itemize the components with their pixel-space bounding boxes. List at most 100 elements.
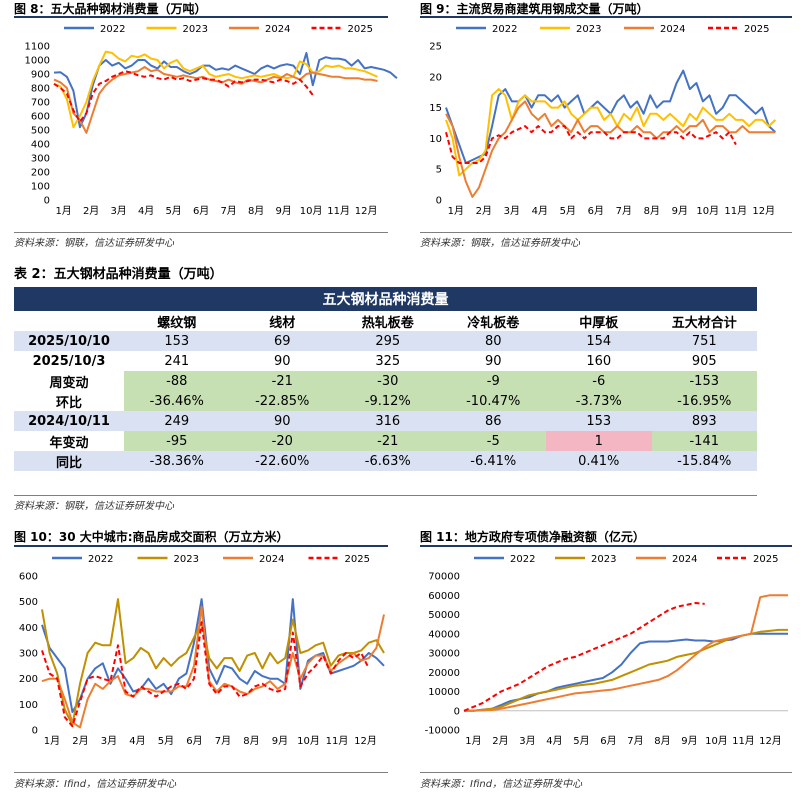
table-caption: 表 2：五大钢材品种消费量（万吨） (14, 267, 223, 282)
series-line-2022 (53, 52, 398, 129)
table-cell: 0.41% (546, 451, 652, 471)
table-cell: 160 (546, 351, 652, 371)
x-tick-label: 9月 (275, 205, 291, 217)
series-line-2023 (41, 598, 385, 726)
x-tick-label: 1月 (55, 205, 71, 217)
table-header-row: 螺纹钢 线材 热轧板卷 冷轧板卷 中厚板 五大材合计 (14, 311, 757, 331)
y-tick-label: 400 (19, 623, 38, 634)
y-tick-label: 10000 (428, 687, 460, 698)
col-header: 冷轧板卷 (440, 311, 546, 331)
table-cell: -9 (440, 371, 546, 391)
y-tick-label: 400 (31, 140, 50, 151)
x-tick-label: 12月 (355, 205, 378, 217)
table-cell: 69 (229, 331, 335, 351)
series-line-2025 (445, 125, 737, 164)
table-cell: 1 (546, 431, 652, 451)
fig8-title-rule (14, 16, 388, 18)
series-line-2024 (41, 605, 385, 729)
x-tick-label: 11月 (327, 205, 350, 217)
table-cell: -6 (546, 371, 652, 391)
table-row: 2025/10/10 153 69 295 80 154 751 (14, 331, 757, 351)
y-tick-label: 500 (31, 126, 50, 137)
fig11-source-rule (420, 772, 792, 773)
y-tick-label: 0 (44, 196, 50, 207)
x-tick-label: 8月 (248, 205, 264, 217)
col-header: 螺纹钢 (124, 311, 230, 331)
table-cell: 316 (335, 411, 441, 431)
table-cell: -30 (335, 371, 441, 391)
y-tick-label: 300 (19, 649, 38, 660)
x-tick-label: 9月 (272, 735, 288, 747)
fig9-title-rule (420, 16, 792, 18)
table-cell: 90 (229, 411, 335, 431)
x-tick-label: 10月 (696, 205, 719, 217)
legend-label: 2022 (100, 24, 125, 35)
fig9-source-rule (420, 232, 792, 233)
y-tick-label: 600 (19, 572, 38, 583)
x-tick-label: 9月 (672, 205, 688, 217)
x-tick-label: 5月 (165, 205, 181, 217)
table-cell: -36.46% (124, 391, 230, 411)
table-cell: 893 (651, 411, 757, 431)
table-cell: 153 (546, 411, 652, 431)
y-tick-label: 200 (19, 674, 38, 685)
col-header: 中厚板 (546, 311, 652, 331)
row-label: 2024/10/11 (14, 411, 124, 431)
y-tick-label: 800 (31, 84, 50, 95)
table-cell: 80 (440, 331, 546, 351)
table-cell: 751 (651, 331, 757, 351)
legend-label: 2023 (576, 24, 601, 35)
series-line-2024 (53, 66, 378, 134)
y-tick-label: 30000 (428, 649, 460, 660)
table-cell: -153 (651, 371, 757, 391)
x-tick-label: 12月 (752, 205, 775, 217)
fig8-chart: 0 100 200 300 400 500 600 700 800 900 1000 1100 1月 2月… (25, 24, 398, 217)
legend-label: 2024 (660, 24, 685, 35)
x-tick-label: 6月 (588, 205, 604, 217)
fig10-chart: 0 100 200 300 400 500 600 1月 2月 3月 4月 5月 6月 7月 8月 9月 10月… (19, 554, 385, 747)
table-cell: -6.41% (440, 451, 546, 471)
x-tick-label: 8月 (644, 205, 660, 217)
table-row: 2024/10/11 249 90 316 86 153 893 (14, 411, 757, 431)
x-tick-label: 12月 (354, 735, 377, 747)
table-cell: 295 (335, 331, 441, 351)
y-tick-label: 700 (31, 98, 50, 109)
fig9-source: 资料来源：钢联，信达证券研发中心 (420, 238, 580, 249)
y-tick-label: 0 (454, 706, 460, 717)
fig10-title-rule (14, 545, 388, 547)
legend-label: 2023 (174, 554, 199, 565)
table-cell: -9.12% (335, 391, 441, 411)
x-tick-label: 1月 (44, 735, 60, 747)
fig11-title: 图 11：地方政府专项债净融资额（亿元） (420, 530, 645, 544)
x-tick-label: 4月 (129, 735, 145, 747)
table-banner: 五大钢材品种消费量 (14, 287, 757, 311)
legend-label: 2025 (753, 554, 778, 565)
y-tick-label: 900 (31, 70, 50, 81)
series-line-2023 (464, 628, 788, 712)
row-label: 2025/10/10 (14, 331, 124, 351)
table-cell: 86 (440, 411, 546, 431)
x-tick-label: 10月 (705, 735, 728, 747)
y-tick-label: 15 (429, 103, 442, 114)
table-cell: -10.47% (440, 391, 546, 411)
legend-label: 2025 (345, 554, 370, 565)
y-tick-label: 0 (436, 196, 442, 207)
x-tick-label: 11月 (724, 205, 747, 217)
x-tick-label: 10月 (297, 735, 320, 747)
x-tick-label: 8月 (243, 735, 259, 747)
fig11-source: 资料来源：Ifind，信达证券研发中心 (420, 779, 583, 790)
legend-label: 2023 (591, 554, 616, 565)
table-source: 资料来源：钢联，信达证券研发中心 (14, 501, 174, 512)
table-row: 周变动 -88 -21 -30 -9 -6 -153 (14, 371, 757, 391)
header-empty (14, 311, 124, 331)
y-tick-label: -10000 (425, 726, 460, 737)
table-cell: -16.95% (651, 391, 757, 411)
row-label: 年变动 (14, 431, 124, 451)
legend-label: 2022 (88, 554, 113, 565)
series-line-2024 (464, 594, 788, 712)
table-cell: -15.84% (651, 451, 757, 471)
fig10-source: 资料来源：Ifind，信达证券研发中心 (14, 779, 177, 790)
fig11-chart: -10000 0 10000 20000 30000 40000 50000 60000 700… (425, 554, 788, 747)
col-header: 热轧板卷 (335, 311, 441, 331)
